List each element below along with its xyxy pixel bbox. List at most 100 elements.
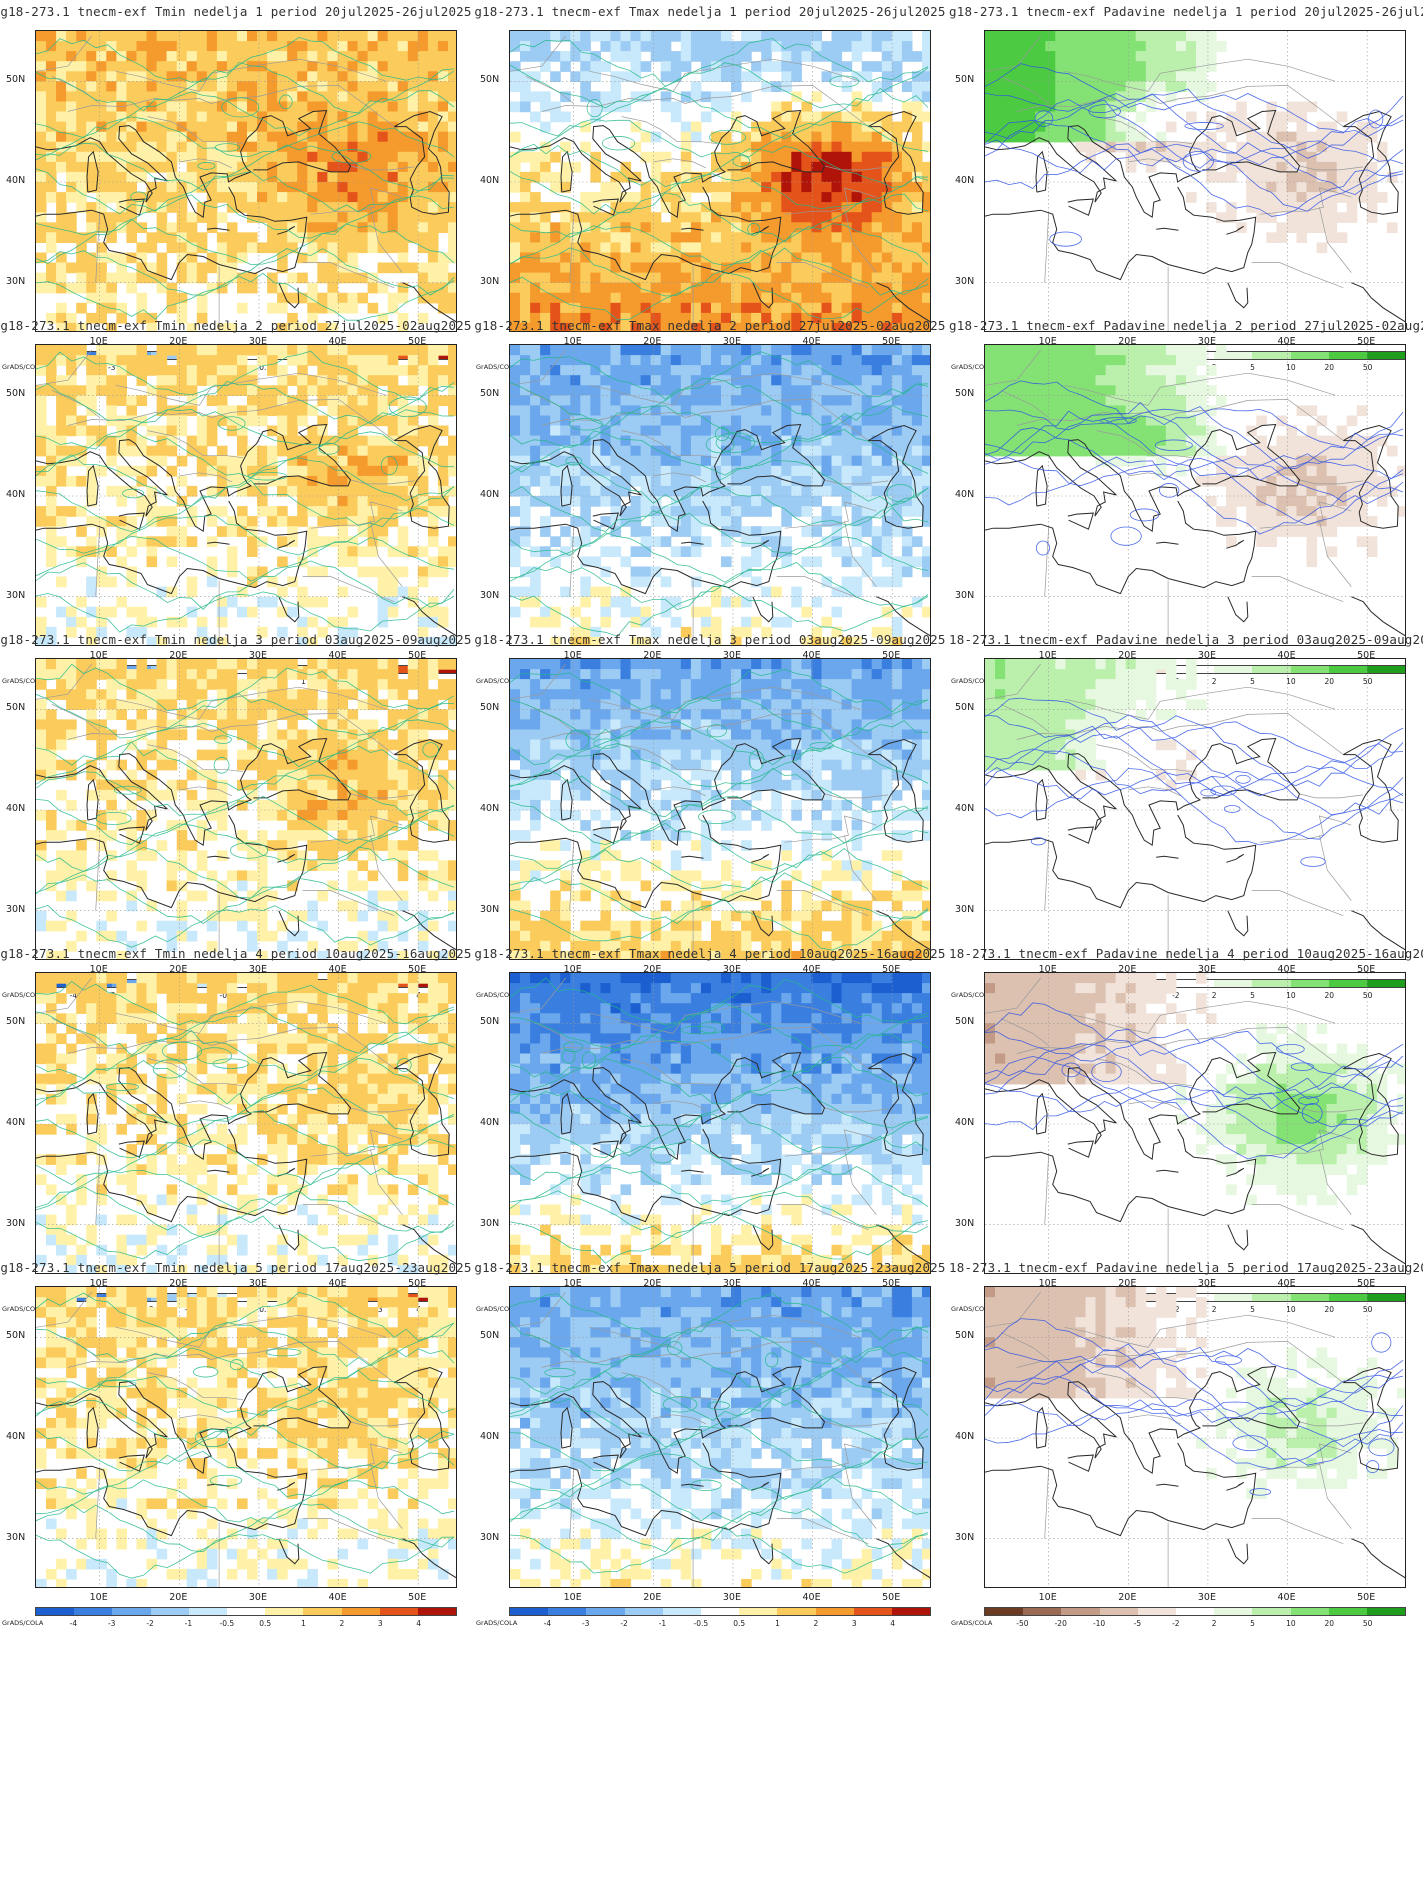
colorbar-label: 20	[1324, 1619, 1335, 1628]
lat-label: 50N	[480, 702, 500, 714]
lon-label: 30E	[248, 336, 267, 347]
lat-label: 30N	[480, 1217, 500, 1229]
map-panel-tmin-week-2: g18-273.1 tnecm-exf Tmin nedelja 2 perio…	[0, 314, 472, 693]
lon-label: 40E	[802, 336, 821, 347]
map-canvas	[510, 345, 930, 645]
colorbar-label: 0.5	[259, 1305, 272, 1314]
lat-label: 50N	[955, 1016, 975, 1028]
colorbar-bin	[853, 1608, 892, 1615]
colorbar-label: 10	[1286, 991, 1296, 1000]
colorbar-bin	[1328, 1608, 1367, 1615]
lon-label: 50E	[408, 650, 427, 661]
colorbar-bin	[662, 1608, 701, 1615]
lon-label: 40E	[1277, 1592, 1296, 1603]
colorbar-label: 4	[416, 1619, 422, 1628]
lon-label: 40E	[802, 650, 821, 661]
map-panel-precip-week-5: 18-273.1 tnecm-exf Padavine nedelja 5 pe…	[949, 1256, 1423, 1635]
lat-label: 30N	[480, 1531, 500, 1543]
anomaly-shading	[36, 31, 456, 331]
map-panel-tmax-week-2: g18-273.1 tnecm-exf Tmax nedelja 2 perio…	[474, 314, 946, 693]
country-borders	[510, 349, 889, 645]
colorbar-label: 3	[851, 1619, 857, 1628]
lon-label: 20E	[169, 336, 188, 347]
map-panel-tmin-week-3: g18-273.1 tnecm-exf Tmin nedelja 3 perio…	[0, 628, 472, 1007]
lon-label: 50E	[882, 336, 901, 347]
colorbar-bin	[341, 1608, 380, 1615]
lon-label: 40E	[1277, 650, 1296, 661]
lat-label: 30N	[480, 903, 500, 915]
map-frame	[509, 344, 931, 646]
lat-label: 40N	[955, 1117, 975, 1128]
colorbar-label: 2	[1211, 1619, 1217, 1628]
colorbar-label: -0.5	[219, 991, 235, 1000]
climatology-contours	[510, 1293, 929, 1574]
map-title: 18-273.1 tnecm-exf Padavine nedelja 5 pe…	[949, 1260, 1423, 1275]
map-panel-tmin-week-5: g18-273.1 tnecm-exf Tmin nedelja 5 perio…	[0, 1256, 472, 1635]
lat-label: 40N	[6, 803, 26, 814]
lat-label: 40N	[480, 175, 500, 186]
climatology-contours	[985, 697, 1404, 867]
colorbar-bin	[1214, 1608, 1253, 1615]
lon-label: 20E	[169, 650, 188, 661]
lon-label: 10E	[1038, 336, 1057, 347]
colorbar-label: -5	[1133, 1619, 1142, 1628]
country-borders	[985, 977, 1364, 1273]
colorbar-label: 10	[1286, 363, 1296, 372]
anomaly-shading	[510, 973, 930, 1273]
colorbar-bin	[1366, 666, 1406, 673]
colorbar-label: 50	[1362, 1619, 1373, 1628]
colorbar-bin	[1214, 980, 1253, 987]
colorbar-bin	[1366, 1608, 1406, 1615]
colorbar-bin	[624, 1608, 663, 1615]
colorbar-bin	[815, 1608, 854, 1615]
colorbar-label: 2	[1211, 1305, 1217, 1314]
colorbar-bin	[1214, 352, 1253, 359]
lon-label: 20E	[169, 1278, 188, 1289]
colorbar-label: 10	[1286, 1619, 1296, 1628]
anomaly-shading	[510, 1287, 930, 1587]
map-title: g18-273.1 tnecm-exf Tmin nedelja 1 perio…	[0, 4, 472, 19]
colorbar-label: 20	[1324, 991, 1335, 1000]
colorbar-label: -20	[1054, 1619, 1067, 1628]
colorbar-bin	[1290, 980, 1329, 987]
lon-label: 50E	[882, 1278, 901, 1289]
colorbar-label: 5	[1250, 677, 1255, 686]
grads-credit: GrADS/COLA	[476, 677, 518, 685]
colorbar-bin	[1099, 1608, 1138, 1615]
climatology-contours	[510, 351, 929, 637]
lon-label: 20E	[643, 964, 662, 975]
lon-label: 10E	[563, 964, 582, 975]
map-panel-tmax-week-5: g18-273.1 tnecm-exf Tmax nedelja 5 perio…	[474, 1256, 946, 1635]
lat-label: 30N	[955, 903, 975, 915]
lat-label: 30N	[6, 275, 26, 287]
lon-label: 40E	[1277, 964, 1296, 975]
lon-label: 40E	[328, 1278, 347, 1289]
map-canvas	[36, 973, 456, 1273]
colorbar	[509, 1607, 931, 1616]
colorbar-label: 50	[1362, 1305, 1373, 1314]
lon-label: 20E	[1118, 964, 1137, 975]
lat-label: 50N	[6, 1330, 26, 1342]
colorbar-label: 3	[377, 1619, 383, 1628]
lat-label: 50N	[6, 388, 26, 400]
lon-label: 10E	[1038, 650, 1057, 661]
coastlines	[510, 1365, 930, 1579]
map-frame	[984, 972, 1406, 1274]
colorbar-bin	[1137, 1608, 1176, 1615]
anomaly-shading	[985, 659, 1207, 791]
lat-label: 50N	[480, 388, 500, 400]
colorbar-bin	[1290, 666, 1329, 673]
map-canvas	[985, 345, 1405, 645]
map-panel-tmin-week-4: g18-273.1 tnecm-exf Tmin nedelja 4 perio…	[0, 942, 472, 1321]
colorbar-bin	[112, 1608, 151, 1615]
lat-label: 40N	[6, 1117, 26, 1128]
lon-label: 20E	[1118, 1592, 1137, 1603]
lon-label: 30E	[1197, 1592, 1216, 1603]
lon-label: 30E	[248, 650, 267, 661]
lat-label: 50N	[6, 74, 26, 86]
climatology-contours	[36, 36, 455, 321]
colorbar	[984, 1607, 1406, 1616]
lat-label: 50N	[955, 388, 975, 400]
map-panel-precip-week-2: g18-273.1 tnecm-exf Padavine nedelja 2 p…	[949, 314, 1423, 693]
lon-label: 40E	[328, 336, 347, 347]
